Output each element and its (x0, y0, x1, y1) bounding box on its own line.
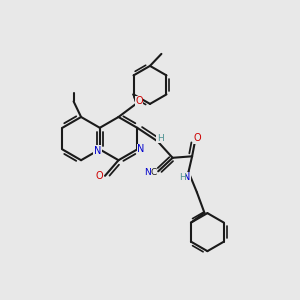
Text: N: N (183, 172, 191, 182)
Text: H: H (179, 173, 186, 182)
Text: H: H (157, 134, 164, 143)
Text: N: N (144, 168, 151, 177)
Text: O: O (194, 133, 201, 143)
Text: O: O (135, 96, 143, 106)
Text: N: N (94, 146, 101, 156)
Text: N: N (137, 144, 145, 154)
Text: C: C (150, 168, 157, 177)
Text: O: O (96, 171, 104, 181)
